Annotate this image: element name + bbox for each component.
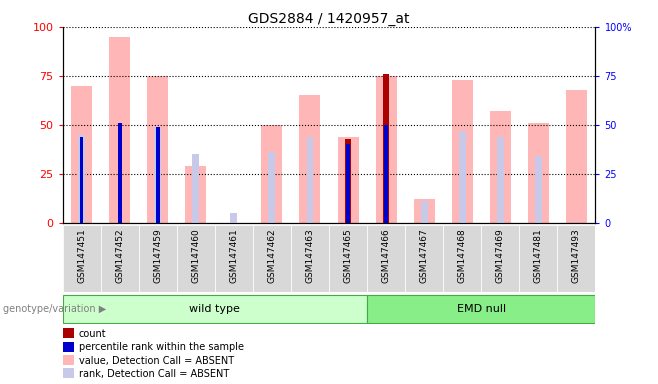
Bar	[215, 225, 253, 292]
Text: percentile rank within the sample: percentile rank within the sample	[79, 342, 244, 352]
Bar	[535, 156, 542, 223]
Bar	[519, 225, 557, 292]
Text: genotype/variation ▶: genotype/variation ▶	[3, 304, 107, 314]
Text: GSM147459: GSM147459	[153, 228, 162, 283]
Bar	[71, 86, 92, 223]
Text: GSM147468: GSM147468	[458, 228, 467, 283]
Bar	[345, 139, 351, 223]
Bar	[139, 225, 177, 292]
Bar	[177, 225, 215, 292]
Bar	[338, 137, 359, 223]
Bar	[109, 37, 130, 223]
Text: rank, Detection Call = ABSENT: rank, Detection Call = ABSENT	[79, 369, 229, 379]
Bar	[383, 74, 389, 223]
Bar	[367, 225, 405, 292]
Text: GSM147469: GSM147469	[496, 228, 505, 283]
Text: GSM147466: GSM147466	[382, 228, 391, 283]
Bar	[307, 137, 313, 223]
Bar	[118, 123, 122, 223]
Bar	[186, 166, 206, 223]
Text: count: count	[79, 329, 107, 339]
Bar	[459, 131, 466, 223]
Bar	[414, 199, 435, 223]
Bar	[291, 225, 329, 292]
Bar	[566, 89, 587, 223]
Bar	[63, 355, 74, 365]
Bar	[154, 127, 161, 223]
Bar	[147, 76, 168, 223]
Text: GSM147461: GSM147461	[230, 228, 238, 283]
Text: EMD null: EMD null	[457, 304, 506, 314]
Text: GSM147493: GSM147493	[572, 228, 581, 283]
Bar	[481, 225, 519, 292]
Text: GSM147481: GSM147481	[534, 228, 543, 283]
Bar	[63, 225, 101, 292]
Bar	[376, 76, 397, 223]
Bar	[63, 328, 74, 338]
Bar	[156, 127, 160, 223]
Text: GSM147451: GSM147451	[77, 228, 86, 283]
Bar	[420, 201, 428, 223]
Text: GSM147463: GSM147463	[305, 228, 315, 283]
Bar	[268, 152, 275, 223]
Text: GSM147452: GSM147452	[115, 228, 124, 283]
Title: GDS2884 / 1420957_at: GDS2884 / 1420957_at	[248, 12, 410, 26]
Bar	[443, 225, 481, 292]
Bar	[261, 125, 282, 223]
Bar	[192, 154, 199, 223]
Bar	[528, 123, 549, 223]
Text: GSM147465: GSM147465	[343, 228, 353, 283]
Text: GSM147467: GSM147467	[420, 228, 428, 283]
Bar	[78, 135, 85, 223]
Bar	[367, 295, 595, 323]
Bar	[329, 225, 367, 292]
Bar	[346, 144, 350, 223]
Bar	[101, 225, 139, 292]
Text: GSM147460: GSM147460	[191, 228, 200, 283]
Bar	[80, 137, 84, 223]
Bar	[63, 295, 367, 323]
Bar	[63, 342, 74, 352]
Bar	[490, 111, 511, 223]
Text: wild type: wild type	[190, 304, 240, 314]
Text: value, Detection Call = ABSENT: value, Detection Call = ABSENT	[79, 356, 234, 366]
Bar	[452, 80, 472, 223]
Bar	[230, 213, 238, 223]
Bar	[384, 125, 388, 223]
Bar	[253, 225, 291, 292]
Bar	[63, 368, 74, 379]
Bar	[557, 225, 595, 292]
Bar	[405, 225, 443, 292]
Bar	[497, 137, 504, 223]
Bar	[299, 95, 320, 223]
Text: GSM147462: GSM147462	[267, 228, 276, 283]
